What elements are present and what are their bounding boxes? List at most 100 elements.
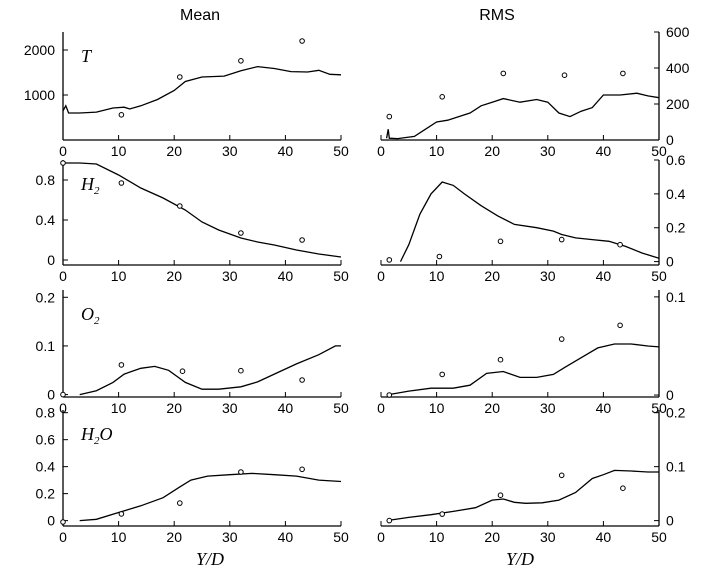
variable-label: H2	[80, 174, 100, 197]
data-point	[238, 58, 244, 64]
data-point	[386, 113, 393, 120]
data-point	[60, 519, 66, 525]
y-tick-label: 0.2	[666, 220, 686, 236]
data-point	[238, 469, 244, 475]
series-line	[79, 345, 341, 396]
x-tick-label: 40	[596, 529, 612, 545]
data-point	[299, 466, 305, 473]
data-point	[436, 253, 443, 260]
x-tick-label: 20	[484, 400, 500, 416]
data-point	[620, 70, 626, 77]
series-line	[63, 162, 342, 258]
data-point	[558, 236, 565, 243]
data-point	[177, 500, 183, 506]
data-point	[561, 72, 568, 78]
y-tick-label: 0.2	[666, 405, 686, 421]
data-point	[439, 511, 446, 517]
x-tick-label: 50	[333, 143, 349, 159]
y-tick-label: 0.2	[36, 289, 56, 305]
x-tick-label: 10	[111, 400, 127, 416]
y-tick-label: 0.8	[36, 405, 56, 421]
x-tick-label: 0	[377, 529, 385, 545]
y-tick-label: 0.1	[666, 459, 686, 475]
x-tick-label: 50	[651, 529, 667, 545]
data-point	[238, 230, 244, 236]
x-tick-label: 30	[540, 268, 556, 284]
x-tick-label: 40	[278, 529, 294, 545]
y-tick-label: 0.4	[36, 459, 56, 475]
x-tick-label: 50	[333, 529, 349, 545]
x-tick-label: 10	[111, 529, 127, 545]
data-point	[439, 94, 446, 100]
series-line	[399, 181, 660, 262]
x-tick-label: 40	[596, 268, 612, 284]
data-point	[118, 362, 125, 368]
x-tick-label: 0	[59, 143, 67, 159]
variable-label: T	[81, 46, 93, 66]
x-tick-label: 10	[111, 268, 127, 284]
series-line	[385, 92, 660, 140]
data-point	[500, 70, 507, 77]
series-line	[386, 343, 660, 396]
y-tick-label: 0.6	[36, 432, 56, 448]
x-tick-label: 0	[377, 400, 385, 416]
panel-H2O-mean: 0 10 20 30 40 50 0 0.2 0.4 0.6 0.8 H2O	[36, 405, 349, 545]
variable-label: O2	[81, 304, 100, 327]
x-tick-label: 10	[111, 143, 127, 159]
x-tick-label: 40	[596, 143, 612, 159]
mean-column-title: Mean	[180, 7, 220, 24]
data-point	[497, 492, 504, 499]
y-tick-label: 1000	[24, 87, 55, 103]
y-tick-label: 2000	[24, 42, 55, 58]
x-tick-label: 40	[596, 400, 612, 416]
y-tick-label: 0	[47, 513, 55, 529]
x-tick-label: 30	[222, 400, 238, 416]
x-tick-label: 40	[278, 400, 294, 416]
x-tick-label: 20	[166, 400, 182, 416]
data-point	[177, 74, 183, 80]
x-tick-label: 20	[484, 143, 500, 159]
data-point	[558, 472, 565, 479]
y-tick-label: 0	[666, 387, 674, 403]
x-tick-label: 50	[333, 268, 349, 284]
x-tick-label: 30	[222, 143, 238, 159]
data-point	[439, 371, 446, 378]
x-tick-label: 0	[59, 400, 67, 416]
x-tick-label: 0	[59, 268, 67, 284]
x-tick-label: 50	[651, 400, 667, 416]
y-tick-label: 0.8	[36, 172, 56, 188]
series-line	[62, 65, 342, 114]
data-point	[497, 356, 504, 363]
x-tick-label: 30	[540, 143, 556, 159]
rms-column-title: RMS	[479, 7, 515, 24]
panel-O2-mean: 0 10 20 30 40 50 0 0.1 0.2 O2	[36, 289, 349, 416]
panel-H2-mean: 0 10 20 30 40 50 0 0.4 0.8 H2	[36, 160, 349, 284]
variable-label: H2O	[80, 424, 113, 447]
x-tick-label: 40	[278, 268, 294, 284]
x-tick-label: 20	[484, 529, 500, 545]
x-tick-label: 10	[429, 268, 445, 284]
x-tick-label: 50	[651, 268, 667, 284]
x-axis-label-mean: Y/D	[196, 549, 224, 567]
data-point	[177, 203, 183, 209]
data-point	[118, 180, 125, 186]
data-point	[118, 511, 125, 517]
data-point	[299, 38, 305, 44]
x-tick-label: 50	[333, 400, 349, 416]
data-point	[299, 237, 305, 243]
data-point	[617, 322, 623, 329]
y-tick-label: 0	[666, 254, 674, 270]
x-tick-label: 20	[484, 268, 500, 284]
x-tick-label: 10	[429, 529, 445, 545]
data-point	[118, 112, 125, 118]
x-tick-label: 0	[377, 143, 385, 159]
data-point	[238, 367, 244, 374]
y-tick-label: 0.4	[666, 186, 686, 202]
series-line	[386, 469, 659, 522]
data-point	[386, 392, 393, 398]
data-point	[386, 517, 393, 524]
